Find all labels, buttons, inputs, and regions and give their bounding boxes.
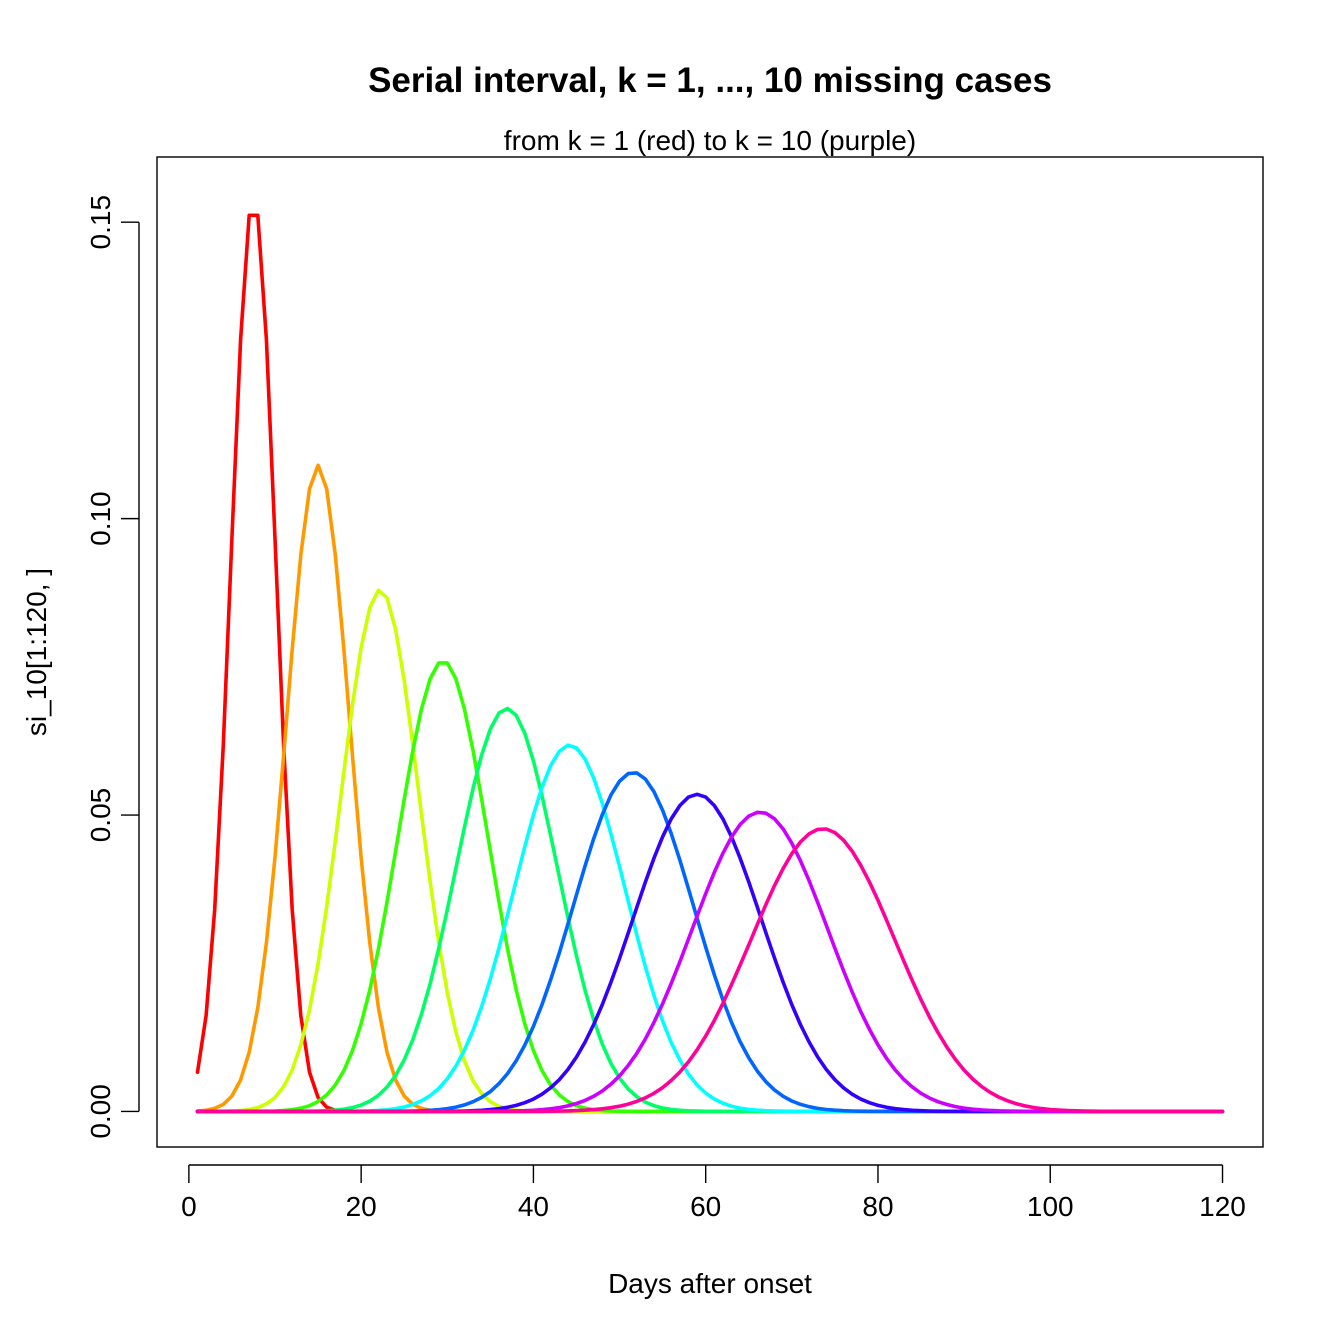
x-tick-label: 120 [1199,1191,1246,1222]
chart-title: Serial interval, k = 1, ..., 10 missing … [368,61,1052,100]
y-axis-label: si_10[1:120, ] [21,568,52,736]
series-line-k8 [195,792,1225,1114]
y-tick-label: 0.05 [85,788,116,843]
series-line-k1 [195,213,1225,1114]
x-axis-label: Days after onset [608,1268,812,1299]
y-tick-label: 0.10 [85,491,116,546]
series-line-k10 [195,827,1225,1114]
series-group [195,213,1225,1114]
x-tick-label: 40 [518,1191,549,1222]
x-tick-label: 100 [1027,1191,1074,1222]
x-tick-label: 0 [181,1191,197,1222]
series-line-k7 [195,771,1225,1114]
series-line-k3 [195,588,1225,1114]
chart-subtitle: from k = 1 (red) to k = 10 (purple) [504,125,916,156]
x-tick-label: 20 [346,1191,377,1222]
x-tick-label: 80 [862,1191,893,1222]
x-tick-label: 60 [690,1191,721,1222]
y-tick-label: 0.00 [85,1084,116,1139]
plot-box [156,156,1264,1148]
x-axis: 0 20 40 60 80 100 120 [181,1164,1246,1222]
y-tick-label: 0.15 [85,195,116,250]
series-line-k2 [195,463,1225,1114]
y-axis: 0.00 0.05 0.10 0.15 [85,195,140,1139]
